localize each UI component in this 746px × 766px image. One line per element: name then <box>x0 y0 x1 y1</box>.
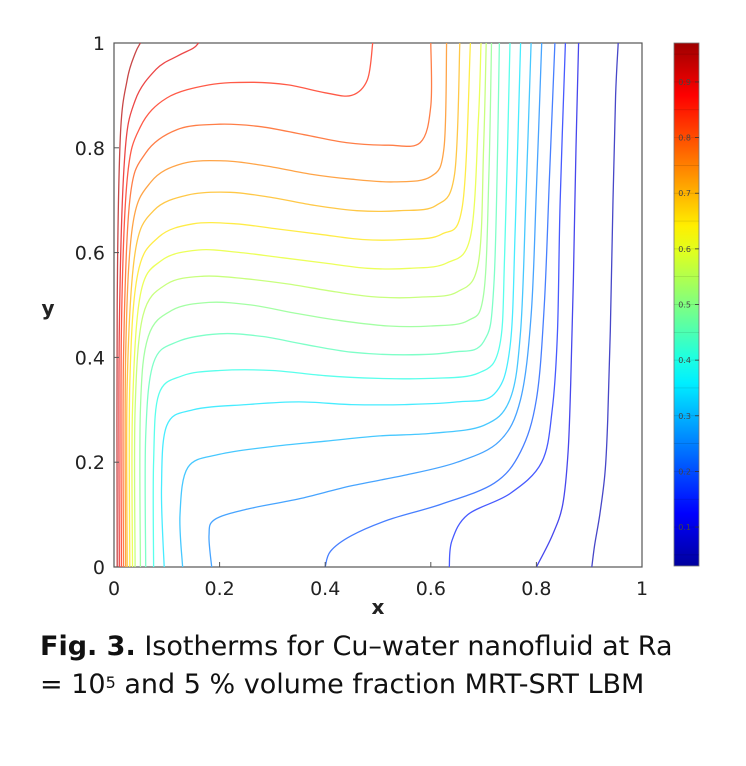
colorbar-tick-label: 0.2 <box>678 467 691 476</box>
y-tick-label: 0.6 <box>75 243 105 265</box>
x-axis-ticks: 0 0.2 0.4 0.6 0.8 1 <box>108 562 648 600</box>
colorbar-tick-label: 0.6 <box>678 245 691 254</box>
isotherm-line-18 <box>116 42 141 568</box>
isotherm-line-5 <box>179 42 532 568</box>
isotherm-line-16 <box>120 42 374 568</box>
isotherm-line-11 <box>131 42 482 568</box>
caption-line-2: = 105 and 5 % volume fraction MRT-SRT LB… <box>40 666 740 704</box>
y-axis-ticks: 0 0.2 0.4 0.6 0.8 1 <box>75 33 119 579</box>
colorbar-ticks: 0.1 0.2 0.3 0.4 0.5 0.6 0.7 0.8 0.9 <box>678 78 699 532</box>
isotherm-line-8 <box>144 42 501 568</box>
figure-caption: Fig. 3. Isotherms for Cu–water nanofluid… <box>40 628 740 704</box>
colorbar-tick-label: 0.4 <box>678 356 691 365</box>
isotherm-line-0 <box>591 42 619 568</box>
x-tick-label: 0.8 <box>521 578 551 600</box>
x-tick-label: 0 <box>108 578 120 600</box>
colorbar-tick-label: 0.3 <box>678 412 691 421</box>
y-tick-label: 0 <box>93 557 105 579</box>
isotherm-lines <box>116 42 619 568</box>
isotherm-contour-figure: 0 0.2 0.4 0.6 0.8 1 0 0.2 0.4 0.6 0.8 1 x y 0.1 0.2… <box>41 33 700 619</box>
colorbar-tick-label: 0.7 <box>678 189 691 198</box>
colorbar <box>673 42 700 567</box>
x-axis-label: x <box>372 595 385 619</box>
caption-exponent: 5 <box>105 673 116 692</box>
isotherm-line-10 <box>133 42 487 568</box>
y-tick-label: 0.4 <box>75 347 105 369</box>
y-axis-label: y <box>41 296 54 320</box>
isotherm-line-7 <box>152 42 511 568</box>
y-tick-label: 1 <box>93 33 105 55</box>
x-tick-label: 0.4 <box>310 578 340 600</box>
isotherm-line-4 <box>208 42 543 568</box>
isotherm-line-17 <box>118 42 199 568</box>
isotherm-line-6 <box>160 42 522 568</box>
y-tick-label: 0.2 <box>75 452 105 474</box>
isotherm-line-12 <box>128 42 472 568</box>
caption-text-2b: and 5 % volume fraction MRT-SRT LBM <box>115 669 645 700</box>
x-tick-label: 0.2 <box>204 578 234 600</box>
x-tick-label: 0.6 <box>416 578 446 600</box>
isotherm-line-13 <box>125 42 461 568</box>
colorbar-tick-label: 0.8 <box>678 134 691 143</box>
x-tick-label: 1 <box>636 578 648 600</box>
colorbar-tick-label: 0.1 <box>678 523 691 532</box>
colorbar-tick-label: 0.9 <box>678 78 691 87</box>
isotherm-line-15 <box>122 42 433 568</box>
colorbar-tick-label: 0.5 <box>678 301 691 310</box>
y-tick-label: 0.8 <box>75 138 105 160</box>
caption-text-1: Isotherms for Cu–water nanofluid at Ra <box>135 631 673 662</box>
isotherm-line-1 <box>535 42 580 568</box>
caption-line-1: Fig. 3. Isotherms for Cu–water nanofluid… <box>40 628 740 666</box>
isotherm-line-3 <box>324 42 556 568</box>
colorbar-bands <box>674 53 699 556</box>
isotherm-line-14 <box>124 42 448 568</box>
caption-label: Fig. 3. <box>40 631 136 662</box>
isotherm-line-9 <box>139 42 493 568</box>
caption-text-2a: = 10 <box>40 669 106 700</box>
plot-frame <box>113 42 643 568</box>
isotherm-line-2 <box>448 42 567 568</box>
